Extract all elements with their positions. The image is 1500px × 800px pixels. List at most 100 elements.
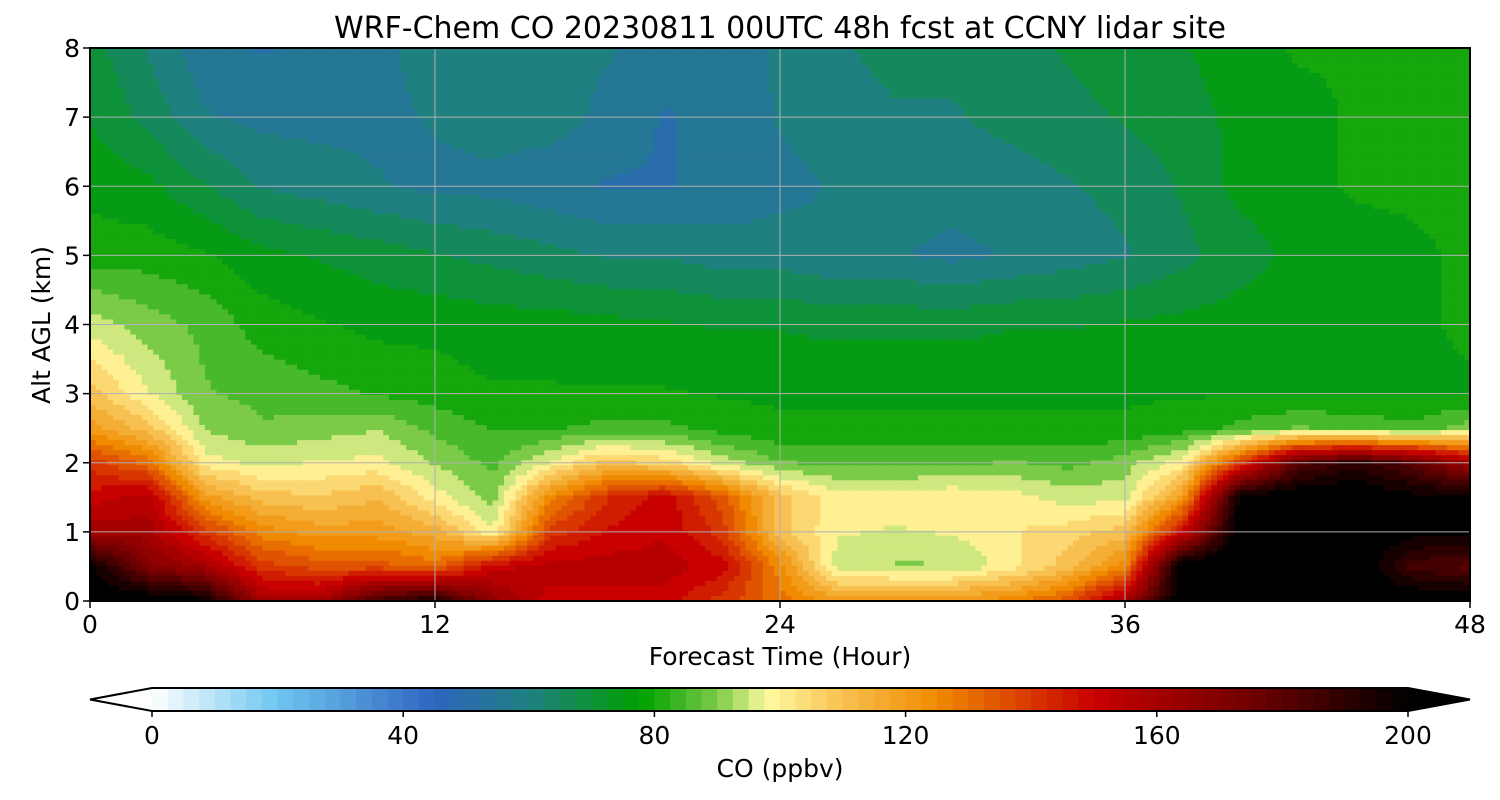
heatmap-cell [1015, 58, 1023, 64]
heatmap-cell [935, 58, 942, 64]
heatmap-cell [1383, 78, 1391, 84]
heatmap-cell [205, 103, 212, 109]
heatmap-cell [1084, 133, 1092, 140]
heatmap-cell [371, 78, 379, 84]
heatmap-cell [699, 123, 706, 130]
heatmap-cell [233, 143, 241, 150]
heatmap-cell [1418, 103, 1425, 109]
heatmap-cell [1263, 53, 1270, 59]
heatmap-cell [394, 148, 402, 155]
heatmap-cell [1378, 83, 1385, 89]
heatmap-cell [498, 53, 505, 59]
heatmap-cell [1464, 63, 1470, 69]
heatmap-cell [1464, 98, 1470, 104]
heatmap-cell [682, 113, 689, 119]
heatmap-cell [1268, 123, 1276, 130]
heatmap-cell [647, 138, 655, 145]
heatmap-cell [1067, 93, 1074, 99]
heatmap-cell [739, 63, 747, 69]
heatmap-cell [711, 148, 718, 155]
heatmap-cell [291, 103, 298, 109]
heatmap-cell [739, 108, 747, 114]
heatmap-cell [285, 128, 292, 135]
heatmap-cell [469, 58, 476, 64]
heatmap-cell [291, 73, 298, 79]
heatmap-cell [1349, 48, 1356, 54]
heatmap-cell [705, 108, 712, 114]
heatmap-cell [659, 53, 666, 59]
heatmap-cell [1102, 128, 1109, 135]
heatmap-cell [981, 58, 988, 64]
heatmap-cell [883, 83, 890, 89]
heatmap-cell [285, 93, 292, 99]
heatmap-cell [1165, 93, 1172, 99]
heatmap-cell [366, 88, 373, 94]
heatmap-cell [1199, 143, 1207, 150]
heatmap-cell [366, 93, 373, 99]
heatmap-cell [1222, 73, 1230, 79]
heatmap-cell [774, 83, 781, 89]
heatmap-cell [1102, 133, 1109, 140]
heatmap-cell [578, 148, 586, 155]
heatmap-cell [889, 143, 896, 150]
heatmap-cell [1050, 103, 1057, 109]
heatmap-cell [1211, 118, 1218, 125]
heatmap-cell [872, 133, 879, 140]
heatmap-cell [486, 93, 494, 99]
heatmap-cell [900, 148, 908, 155]
heatmap-cell [883, 143, 890, 150]
heatmap-cell [187, 128, 195, 135]
heatmap-cell [228, 98, 235, 104]
heatmap-cell [481, 113, 488, 119]
heatmap-cell [1320, 128, 1327, 135]
heatmap-cell [619, 103, 626, 109]
heatmap-cell [1349, 138, 1356, 145]
heatmap-cell [676, 138, 683, 145]
heatmap-cell [394, 53, 402, 59]
heatmap-cell [1435, 83, 1442, 89]
heatmap-cell [941, 48, 948, 54]
heatmap-cell [423, 123, 430, 130]
heatmap-cell [147, 68, 154, 74]
heatmap-cell [90, 88, 97, 94]
heatmap-cell [1349, 83, 1356, 89]
heatmap-cell [107, 93, 114, 99]
heatmap-cell [1251, 68, 1258, 74]
heatmap-cell [343, 143, 350, 150]
heatmap-cell [1073, 58, 1080, 64]
heatmap-cell [998, 103, 1005, 109]
heatmap-cell [1084, 138, 1092, 145]
heatmap-cell [331, 138, 338, 145]
heatmap-cell [297, 53, 304, 59]
heatmap-cell [1079, 73, 1086, 79]
heatmap-cell [136, 93, 143, 99]
heatmap-cell [923, 118, 931, 125]
heatmap-cell [1153, 118, 1161, 125]
heatmap-cell [693, 113, 701, 119]
heatmap-cell [1372, 83, 1379, 89]
heatmap-cell [210, 73, 218, 79]
heatmap-cell [785, 108, 793, 114]
heatmap-cell [463, 133, 471, 140]
heatmap-cell [360, 108, 367, 114]
heatmap-cell [509, 118, 517, 125]
heatmap-cell [1044, 108, 1051, 114]
heatmap-cell [1326, 143, 1333, 150]
heatmap-cell [1418, 123, 1425, 130]
heatmap-cell [854, 98, 862, 104]
heatmap-cell [820, 133, 827, 140]
heatmap-cell [854, 108, 862, 114]
heatmap-cell [1263, 73, 1270, 79]
heatmap-cell [843, 48, 850, 54]
heatmap-cell [1205, 118, 1212, 125]
heatmap-cell [291, 113, 298, 119]
heatmap-cell [1464, 53, 1470, 59]
heatmap-cell [998, 148, 1005, 155]
heatmap-cell [780, 143, 787, 150]
heatmap-cell [1148, 58, 1155, 64]
heatmap-cell [222, 143, 229, 150]
heatmap-cell [981, 133, 988, 140]
heatmap-cell [785, 138, 793, 145]
heatmap-cell [739, 103, 747, 109]
heatmap-cell [544, 133, 551, 140]
